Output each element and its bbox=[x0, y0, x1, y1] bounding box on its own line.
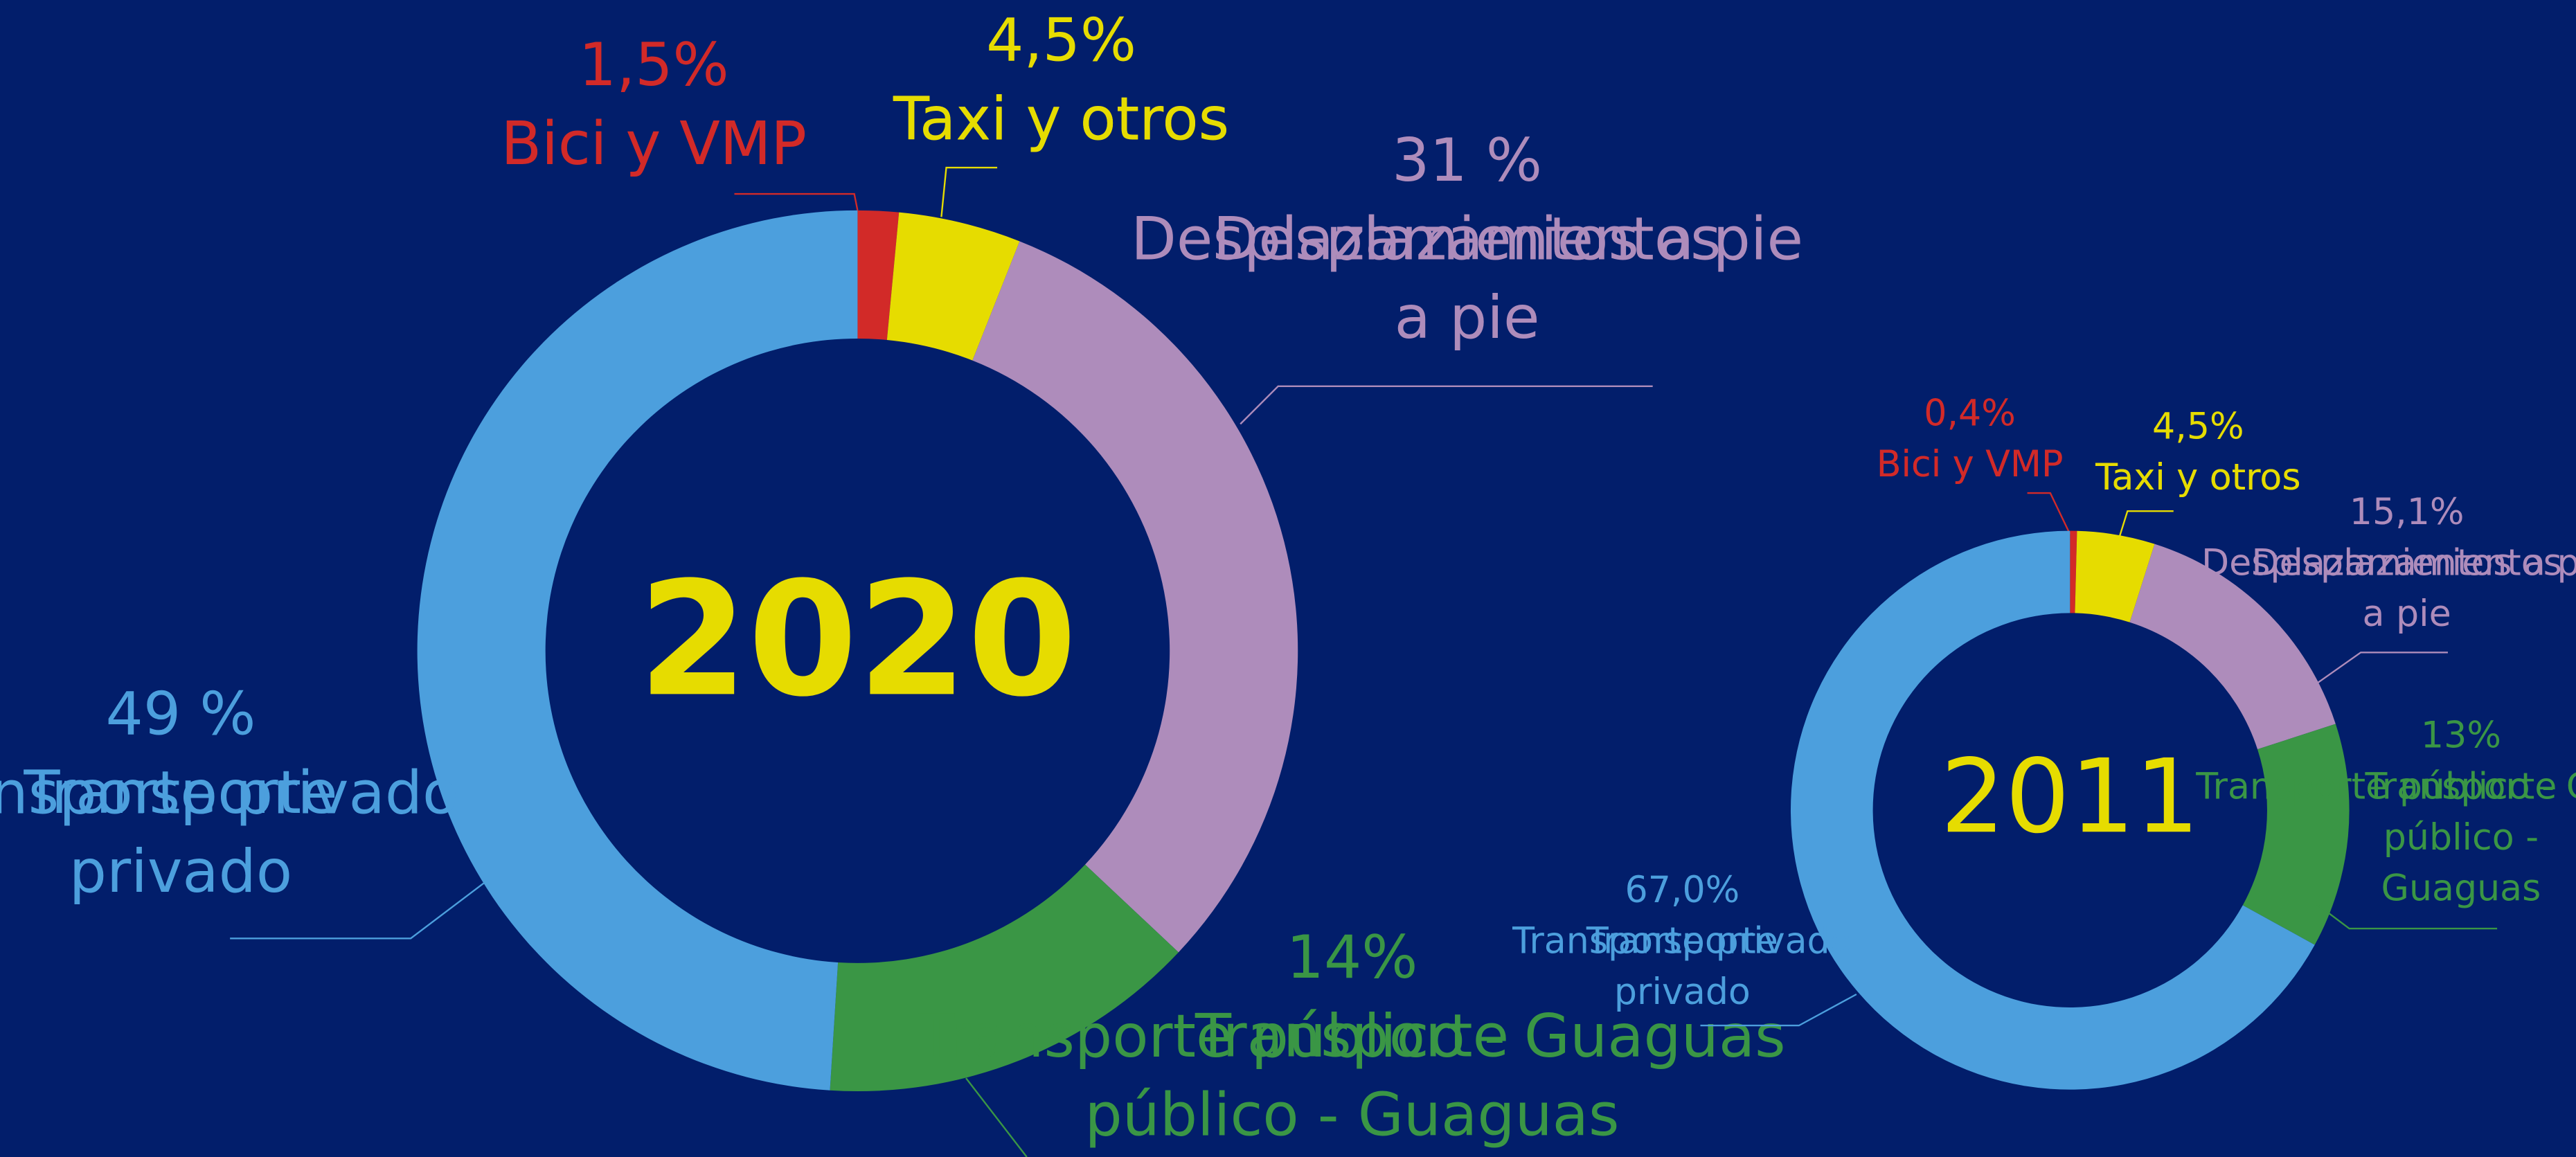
leader-line bbox=[965, 1077, 1028, 1157]
leader-line bbox=[940, 166, 998, 217]
donut-segment bbox=[857, 210, 900, 340]
center-title: 2011 bbox=[1940, 737, 2199, 856]
leader-line bbox=[2316, 652, 2448, 685]
value-label: 13% bbox=[2421, 715, 2501, 757]
value-label: 67,0% bbox=[1625, 870, 1740, 911]
donut-segment bbox=[2070, 530, 2077, 613]
donut-segment bbox=[886, 212, 1020, 361]
donut-segment bbox=[830, 864, 1179, 1092]
donut-segment bbox=[2129, 544, 2336, 750]
value-label: 0,4% bbox=[1924, 393, 2016, 435]
donut-segment bbox=[1790, 530, 2315, 1090]
value-label: 4,5% bbox=[986, 7, 1136, 75]
value-label: 49 % bbox=[106, 681, 256, 749]
center-title: 2020 bbox=[638, 548, 1077, 731]
value-label: 4,5% bbox=[2152, 406, 2244, 447]
value-label: 1,5% bbox=[579, 31, 729, 100]
donut-segment bbox=[2242, 724, 2350, 945]
value-label: 31 % bbox=[1392, 127, 1542, 195]
leader-line bbox=[2027, 492, 2071, 535]
donut-segment bbox=[417, 210, 858, 1091]
category-label: Bici y VMPBici y VMP bbox=[1877, 444, 2064, 485]
value-label: 15,1% bbox=[2350, 492, 2465, 533]
leader-line bbox=[2118, 510, 2174, 538]
category-label: Taxi y otrosTaxi y otros bbox=[2095, 457, 2300, 499]
leader-line bbox=[1240, 385, 1653, 425]
leader-line bbox=[1700, 993, 1857, 1027]
donut-segment bbox=[2075, 530, 2155, 622]
value-label: 14% bbox=[1287, 924, 1418, 992]
category-label: Bici y VMPBici y VMP bbox=[501, 110, 807, 179]
leader-line bbox=[230, 881, 485, 940]
donut-segment bbox=[972, 241, 1298, 953]
leader-line bbox=[2316, 903, 2498, 930]
category-label: Taxi y otrosTaxi y otros bbox=[893, 85, 1229, 154]
leader-line bbox=[734, 192, 859, 211]
